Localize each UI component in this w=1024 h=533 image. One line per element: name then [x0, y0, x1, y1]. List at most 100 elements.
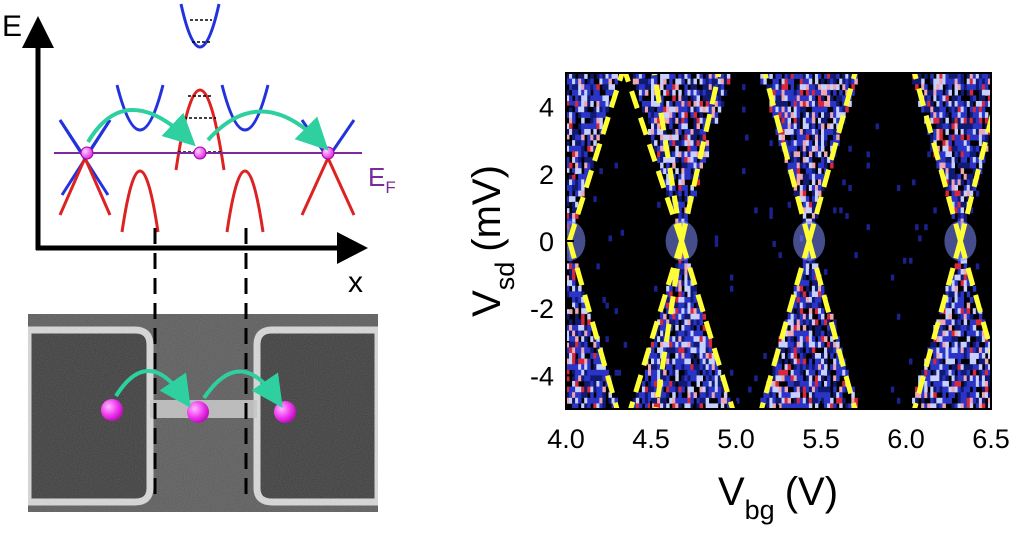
- heatmap-cell: [578, 297, 582, 303]
- heatmap-cell: [814, 78, 819, 85]
- heatmap-cell: [924, 73, 928, 79]
- heatmap-cell: [566, 78, 570, 85]
- heatmap-cell: [663, 341, 667, 348]
- heatmap-cell: [921, 78, 925, 85]
- heatmap-cell: [827, 78, 831, 85]
- heatmap-cell: [736, 397, 740, 404]
- heatmap-cell: [775, 397, 779, 404]
- heatmap-cell: [984, 145, 989, 152]
- heatmap-cell: [787, 129, 792, 135]
- heatmap-cell: [802, 117, 807, 124]
- heatmap-cell: [684, 330, 688, 337]
- heatmap-cell: [766, 403, 770, 409]
- heatmap-cell: [805, 84, 810, 91]
- heatmap-cell: [790, 134, 795, 141]
- heatmap-cell: [827, 330, 831, 337]
- heatmap-cell: [687, 134, 691, 141]
- heatmap-cell: [796, 190, 801, 197]
- heatmap-cell: [678, 285, 682, 292]
- heatmap-cell: [584, 364, 588, 371]
- heatmap-cell: [978, 364, 983, 371]
- heatmap-cell: [802, 162, 807, 169]
- heatmap-cell: [702, 347, 707, 354]
- heatmap-cell: [678, 364, 682, 371]
- heatmap-cell: [796, 330, 801, 337]
- heatmap-cell: [921, 403, 925, 409]
- heatmap-cell: [566, 129, 570, 135]
- heatmap-cell: [951, 375, 955, 382]
- heatmap-cell: [799, 347, 804, 354]
- heatmap-cell: [687, 336, 691, 343]
- heatmap-cell: [793, 145, 798, 152]
- heatmap-cell: [678, 196, 682, 203]
- heatmap-cell: [654, 397, 658, 404]
- heatmap-cell: [784, 386, 789, 393]
- heatmap-cell: [799, 196, 804, 203]
- heatmap-cell: [708, 336, 713, 343]
- heatmap-cell: [578, 375, 582, 382]
- heatmap-cell: [957, 364, 962, 371]
- heatmap-cell: [942, 375, 946, 382]
- heatmap-cell: [814, 386, 819, 393]
- heatmap-cell: [654, 285, 658, 292]
- heatmap-cell: [808, 297, 813, 303]
- heatmap-cell: [793, 364, 798, 371]
- heatmap-cell: [966, 145, 971, 152]
- heatmap-cell: [981, 397, 986, 404]
- heatmap-cell: [702, 89, 707, 96]
- heatmap-cell: [684, 319, 688, 326]
- heatmap-cell: [687, 319, 691, 326]
- heatmap-cell: [575, 336, 579, 343]
- heatmap-cell: [960, 392, 965, 399]
- heatmap-cell: [987, 73, 991, 79]
- heatmap-cell: [978, 117, 983, 124]
- heatmap-cell: [814, 341, 819, 348]
- heatmap-cell: [830, 336, 834, 343]
- heatmap-cell: [811, 145, 816, 152]
- heatmap-cell: [839, 95, 843, 102]
- heatmap-cell: [566, 375, 570, 382]
- heatmap-cell: [799, 101, 804, 107]
- heatmap-cell: [933, 95, 937, 102]
- heatmap-cell: [572, 347, 576, 354]
- heatmap-cell: [833, 341, 837, 348]
- y-tick-label: 2: [539, 160, 554, 190]
- heatmap-cell: [687, 129, 691, 135]
- heatmap-cell: [714, 112, 719, 119]
- heatmap-cell: [842, 78, 846, 85]
- heatmap-cell: [675, 101, 679, 107]
- heatmap-cell: [966, 347, 971, 354]
- heatmap-cell: [808, 325, 813, 331]
- heatmap-cell: [669, 291, 673, 298]
- heatmap-cell: [802, 95, 807, 102]
- heatmap-cell: [705, 358, 710, 365]
- heatmap-cell: [708, 95, 713, 102]
- heatmap-cell: [978, 106, 983, 113]
- heatmap-cell: [657, 347, 661, 354]
- heatmap-cell: [984, 364, 989, 371]
- heatmap-cell: [778, 364, 782, 371]
- x-tick-label: 6.5: [972, 424, 1010, 454]
- heatmap-cell: [596, 369, 600, 376]
- heatmap-cell: [945, 78, 949, 85]
- heatmap-cell: [936, 386, 940, 393]
- heatmap-cell: [675, 78, 679, 85]
- heatmap-cell: [581, 145, 585, 152]
- heatmap-cell: [684, 341, 688, 348]
- heatmap-cell: [827, 341, 831, 348]
- heatmap-cell: [669, 151, 673, 158]
- heatmap-cell: [808, 112, 813, 119]
- heatmap-cell: [666, 117, 670, 124]
- heatmap-cell: [963, 201, 968, 208]
- heatmap-cell: [821, 101, 825, 107]
- heatmap-cell: [960, 213, 965, 219]
- heatmap-cell: [969, 101, 974, 107]
- heatmap-cell: [802, 106, 807, 113]
- heatmap-cell: [657, 123, 661, 130]
- heatmap-cell: [705, 392, 710, 399]
- heatmap-cell: [851, 386, 855, 393]
- heatmap-cell: [784, 95, 789, 102]
- heatmap-cell: [566, 201, 570, 208]
- heatmap-cell: [939, 341, 943, 348]
- heatmap-cell: [696, 117, 700, 124]
